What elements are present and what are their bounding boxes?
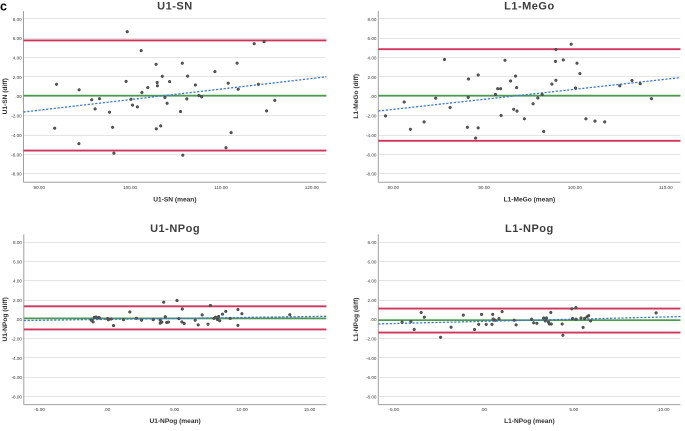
- svg-text:L1-MeGo: L1-MeGo: [504, 1, 555, 13]
- svg-text:.00: .00: [370, 94, 377, 99]
- svg-text:-6.00: -6.00: [366, 375, 377, 380]
- svg-text:90.00: 90.00: [478, 185, 490, 190]
- svg-text:-2.00: -2.00: [366, 114, 377, 119]
- svg-text:-4.00: -4.00: [12, 356, 23, 361]
- svg-text:-2.00: -2.00: [12, 337, 23, 342]
- svg-text:U1-NPog: U1-NPog: [150, 223, 200, 235]
- svg-text:.00: .00: [370, 317, 377, 322]
- svg-text:6.00: 6.00: [13, 259, 22, 264]
- svg-text:.00: .00: [15, 94, 22, 99]
- svg-text:110.00: 110.00: [214, 185, 228, 190]
- svg-text:4.00: 4.00: [13, 279, 22, 284]
- svg-text:6.00: 6.00: [13, 36, 22, 41]
- svg-text:8.00: 8.00: [368, 240, 377, 245]
- svg-text:4.00: 4.00: [13, 56, 22, 61]
- svg-text:-6.00: -6.00: [11, 152, 22, 157]
- svg-text:15.00: 15.00: [304, 407, 316, 412]
- svg-text:80.00: 80.00: [388, 185, 400, 190]
- svg-text:120.00: 120.00: [305, 185, 319, 190]
- svg-text:2.00: 2.00: [13, 75, 22, 80]
- svg-text:90.00: 90.00: [34, 185, 46, 190]
- svg-text:4.00: 4.00: [368, 56, 377, 61]
- svg-text:L1-MeGo (diff): L1-MeGo (diff): [353, 74, 360, 119]
- svg-text:-8.00: -8.00: [12, 394, 23, 399]
- svg-text:U1-NPog (diff): U1-NPog (diff): [2, 297, 9, 341]
- svg-text:-2.00: -2.00: [11, 114, 22, 119]
- svg-text:-8.00: -8.00: [366, 172, 377, 177]
- svg-text:5.00: 5.00: [170, 407, 179, 412]
- svg-text:-4.00: -4.00: [366, 356, 377, 361]
- svg-text:2.00: 2.00: [13, 298, 22, 303]
- svg-text:110.00: 110.00: [659, 185, 673, 190]
- svg-text:8.00: 8.00: [13, 17, 22, 22]
- svg-text:2.00: 2.00: [368, 75, 377, 80]
- svg-text:8.00: 8.00: [13, 240, 22, 245]
- svg-text:-8.00: -8.00: [366, 394, 377, 399]
- svg-text:.00: .00: [16, 317, 23, 322]
- svg-text:8.00: 8.00: [368, 17, 377, 22]
- svg-text:U1-NPog (mean): U1-NPog (mean): [149, 418, 200, 425]
- svg-text:-4.00: -4.00: [366, 133, 377, 138]
- svg-text:4.00: 4.00: [368, 279, 377, 284]
- svg-text:L1-MeGo (mean): L1-MeGo (mean): [504, 197, 556, 204]
- svg-text:-8.00: -8.00: [11, 172, 22, 177]
- svg-text:-4.00: -4.00: [11, 133, 22, 138]
- svg-text:-5.00: -5.00: [34, 407, 45, 412]
- svg-text:10.00: 10.00: [658, 407, 670, 412]
- svg-text:6.00: 6.00: [368, 36, 377, 41]
- svg-text:L1-NPog (mean): L1-NPog (mean): [504, 418, 555, 425]
- svg-text:U1-SN (diff): U1-SN (diff): [2, 78, 9, 114]
- svg-text:c: c: [0, 0, 7, 14]
- svg-text:L1-NPog (diff): L1-NPog (diff): [353, 298, 360, 342]
- svg-text:2.00: 2.00: [368, 298, 377, 303]
- svg-text:-2.00: -2.00: [366, 337, 377, 342]
- svg-text:L1-NPog: L1-NPog: [505, 223, 554, 235]
- svg-text:.00: .00: [481, 407, 488, 412]
- svg-text:5.00: 5.00: [569, 407, 578, 412]
- svg-text:-6.00: -6.00: [12, 375, 23, 380]
- svg-text:10.00: 10.00: [236, 407, 248, 412]
- svg-text:-6.00: -6.00: [366, 152, 377, 157]
- svg-text:100.00: 100.00: [568, 185, 582, 190]
- svg-text:100.00: 100.00: [123, 185, 137, 190]
- svg-text:-5.00: -5.00: [389, 407, 400, 412]
- svg-text:U1-SN: U1-SN: [157, 1, 193, 13]
- svg-text:6.00: 6.00: [368, 259, 377, 264]
- svg-text:.00: .00: [104, 407, 111, 412]
- svg-text:U1-SN (mean): U1-SN (mean): [153, 197, 196, 204]
